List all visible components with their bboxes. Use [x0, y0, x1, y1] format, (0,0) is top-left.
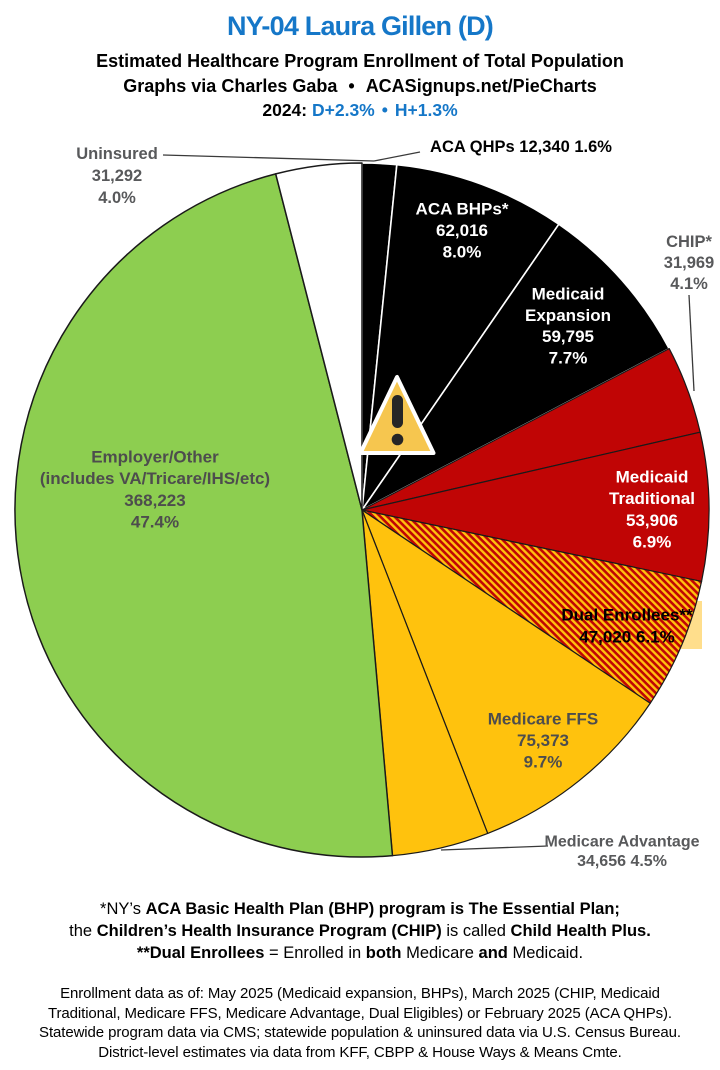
- footnote-line: *NY’s ACA Basic Health Plan (BHP) progra…: [100, 900, 620, 918]
- credit-site: ACASignups.net/PieCharts: [365, 76, 597, 96]
- bullet-separator: •: [348, 76, 355, 96]
- slice-label-text: 4.1%: [670, 275, 708, 293]
- slice-label-text: 8.0%: [443, 243, 482, 262]
- slice-label-text: 47,020 6.1%: [579, 628, 674, 647]
- warning-triangle-icon: [358, 375, 436, 455]
- slice-label-text: 31,969: [664, 254, 714, 272]
- partisan-year: 2024:: [262, 100, 308, 120]
- slice-label-text: ACA BHPs*: [416, 200, 509, 219]
- pie-slice-medicare-ffs: [361, 509, 651, 835]
- pie-chart-svg: ACA QHPs 12,340 1.6% ACA BHPs* 62,016 8.0% M…: [14, 140, 714, 871]
- slice-label-text: 6.9%: [633, 533, 672, 552]
- slice-label-employer-other: Employer/Other (includes VA/Tricare/IHS/e…: [40, 448, 270, 532]
- slice-label-text: Expansion: [525, 306, 611, 325]
- credit-author: Graphs via Charles Gaba: [123, 76, 338, 96]
- slice-label-dual-enrollees: Dual Enrollees** 47,020 6.1%: [561, 606, 693, 647]
- credit-line: Graphs via Charles Gaba • ACASignups.net/P…: [0, 76, 720, 97]
- footnote-line: **Dual Enrollees = Enrolled in both Medi…: [136, 944, 584, 962]
- source-note-line: Traditional, Medicare FFS, Medicare Adva…: [48, 1004, 672, 1022]
- slice-label-text: Dual Enrollees**: [561, 606, 693, 625]
- slice-label-text: Medicare Advantage: [544, 834, 699, 851]
- slice-label-chip: CHIP* 31,969 4.1%: [664, 233, 714, 293]
- slice-label-text: 53,906: [626, 511, 678, 530]
- partisan-lean-line: 2024: D+2.3% • H+1.3%: [0, 100, 720, 121]
- slice-label-text: ACA QHPs 12,340 1.6%: [430, 140, 612, 156]
- pie-slice-medicaid-expansion: [361, 223, 670, 511]
- footnotes: *NY’s ACA Basic Health Plan (BHP) progra…: [0, 898, 720, 964]
- source-note-line: District-level estimates via data from K…: [98, 1044, 622, 1062]
- slice-label-text: 31,292: [92, 167, 142, 185]
- source-note-line: Enrollment data as of: May 2025 (Medicai…: [60, 985, 660, 1002]
- slice-label-text: 9.7%: [524, 753, 563, 772]
- source-note-line: Statewide program data via CMS; statewid…: [39, 1024, 681, 1042]
- partisan-h-lean: H+1.3%: [394, 100, 458, 120]
- slice-label-text: Medicare FFS: [488, 710, 599, 729]
- slice-label-text: 62,016: [436, 221, 488, 240]
- slice-label-medicaid-expansion: Medicaid Expansion 59,795 7.7%: [525, 285, 611, 368]
- slice-label-aca-bhps: ACA BHPs* 62,016 8.0%: [416, 200, 509, 262]
- slice-label-text: Uninsured: [76, 145, 158, 163]
- bullet-separator: •: [381, 100, 388, 120]
- subtitle: Estimated Healthcare Program Enrollment …: [96, 51, 624, 71]
- slice-label-text: CHIP*: [666, 233, 712, 251]
- slice-label-medicare-ffs: Medicare FFS 75,373 9.7%: [488, 710, 599, 772]
- slice-label-medicare-advantage: Medicare Advantage 34,656 4.5%: [544, 834, 699, 871]
- pie-slice-uninsured: [274, 162, 363, 511]
- leader-line-uninsured: [162, 154, 375, 162]
- page-title: NY-04 Laura Gillen (D): [227, 11, 494, 41]
- slice-label-text: 7.7%: [549, 348, 588, 367]
- source-note: Enrollment data as of: May 2025 (Medicai…: [0, 984, 720, 1063]
- slice-label-text: 47.4%: [131, 513, 179, 532]
- slice-label-text: Medicaid: [532, 285, 605, 304]
- slice-label-text: 368,223: [124, 491, 185, 510]
- slice-label-medicaid-traditional: Medicaid Traditional 53,906 6.9%: [609, 468, 695, 552]
- leader-line-medicare-advantage: [440, 845, 549, 851]
- slice-label-text: (includes VA/Tricare/IHS/etc): [40, 469, 270, 488]
- pie-slice-dual-enrollees: [361, 509, 703, 704]
- pie-chart: ACA QHPs 12,340 1.6% ACA BHPs* 62,016 8.0% M…: [0, 140, 720, 880]
- slice-label-aca-qhps: ACA QHPs 12,340 1.6%: [430, 140, 612, 156]
- leader-line-chip: [688, 294, 695, 392]
- slice-label-text: 75,373: [517, 731, 569, 750]
- slice-label-uninsured: Uninsured 31,292 4.0%: [76, 145, 158, 207]
- slice-label-text: 59,795: [542, 327, 594, 346]
- slice-label-text: Medicaid: [616, 468, 689, 487]
- partisan-dem-lean: D+2.3%: [312, 100, 375, 120]
- leader-line-aca-qhps: [373, 151, 421, 162]
- slice-label-text: 4.0%: [98, 189, 136, 207]
- slice-label-text: Employer/Other: [91, 448, 219, 467]
- footnote-line: the Children’s Health Insurance Program …: [69, 922, 651, 940]
- slice-label-text: 34,656 4.5%: [577, 853, 667, 870]
- slice-label-text: Traditional: [609, 489, 695, 508]
- pie-slice-employer-other: [14, 173, 394, 858]
- pie-slice-medicaid-traditional: [361, 431, 710, 583]
